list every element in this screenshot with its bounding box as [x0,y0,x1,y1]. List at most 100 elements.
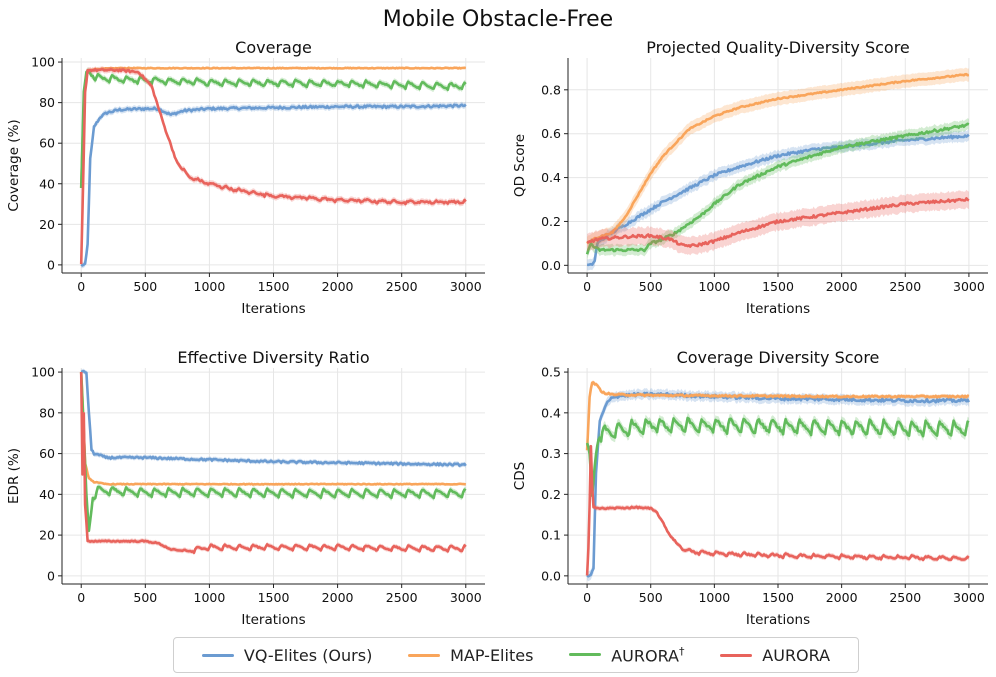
series-line-map-elites [586,72,970,245]
legend: VQ-Elites (Ours) MAP-Elites AURORA† AURO… [173,637,859,673]
subplot-title: Effective Diversity Ratio [177,348,369,367]
y-tick-label: 0.2 [541,214,561,229]
x-tick-label: 2000 [322,279,354,294]
x-tick-label: 1500 [258,279,290,294]
x-tick-label: 1000 [698,590,730,605]
x-tick-label: 500 [639,590,663,605]
subplot-edr: 0 500 1000 1500 2000 2500 3000 0 20 40 60 80 100 Effe… [6,348,485,628]
x-tick-label: 2500 [386,279,418,294]
subplot-cds: 0 500 1000 1500 2000 2500 3000 0.0 0.1 0.2 0.3 0.4 0… [512,348,988,628]
series-line-aurora [585,444,970,576]
y-tick-label: 0.3 [541,446,561,461]
y-tick-label: 0.8 [541,82,561,97]
x-tick-label: 2500 [889,279,921,294]
y-axis-label: QD Score [512,134,528,197]
legend-item-vq-elites: VQ-Elites (Ours) [201,645,373,665]
figure-title: Mobile Obstacle-Free [383,7,613,32]
x-tick-label: 2500 [386,590,418,605]
x-tick-label: 0 [583,590,591,605]
x-tick-label: 3000 [450,590,482,605]
y-tick-label: 40 [39,176,55,191]
y-tick-label: 0.2 [541,487,561,502]
series-line-map-elites [585,381,970,451]
band-map-elites [587,380,969,453]
x-tick-label: 500 [133,590,157,605]
legend-item-aurora: AURORA [720,646,830,665]
series-line-vq-elites-ours [80,103,467,267]
x-tick-label: 2000 [826,590,858,605]
series-line-map-elites [79,371,467,486]
x-tick-label: 1500 [258,590,290,605]
series-line-aurora [79,67,467,265]
subplot-qd-score: 0 500 1000 1500 2000 2500 3000 0.0 0.2 0.4 0.6 0.8 P… [512,38,988,317]
legend-label: VQ-Elites (Ours) [243,645,373,665]
x-tick-label: 500 [639,279,663,294]
x-tick-label: 1000 [194,279,226,294]
legend-item-map-elites: MAP-Elites [408,646,533,665]
y-tick-label: 60 [39,136,55,151]
y-tick-label: 0 [47,257,55,272]
legend-swatch [720,653,753,657]
legend-label: MAP-Elites [450,645,534,665]
band-map-elites [587,67,969,251]
x-axis-label: Iterations [746,301,810,317]
legend-item-aurora-dagger: AURORA† [569,645,684,665]
band-aurora [587,118,969,260]
y-tick-label: 0.0 [541,568,561,583]
series-line-vq-elites-ours [80,369,467,467]
y-tick-label: 0.6 [541,126,561,141]
x-tick-label: 3000 [953,590,985,605]
y-tick-label: 60 [39,446,55,461]
series-line-aurora [585,416,970,498]
x-tick-label: 1000 [698,279,730,294]
y-tick-label: 100 [31,365,55,380]
series-line-vq-elites-ours [586,133,970,267]
x-tick-label: 3000 [450,279,482,294]
subplot-title: Coverage Diversity Score [677,348,880,367]
y-tick-label: 80 [39,405,55,420]
series-line-aurora [585,122,970,255]
y-tick-label: 0 [47,568,55,583]
x-tick-label: 1500 [762,590,794,605]
y-tick-label: 20 [39,217,55,232]
x-tick-label: 0 [583,279,591,294]
series-line-aurora [79,372,467,533]
subplot-coverage: 0 500 1000 1500 2000 2500 3000 0 20 40 60 80 100 Cove… [6,38,485,317]
series-line-aurora [586,197,970,248]
x-axis-label: Iterations [746,612,810,628]
legend-label: AURORA† [611,644,685,666]
y-tick-label: 40 [39,487,55,502]
x-axis-label: Iterations [241,301,305,317]
y-tick-label: 100 [31,55,55,70]
x-tick-label: 1500 [762,279,794,294]
y-axis-label: Coverage (%) [6,119,22,211]
y-tick-label: 0.4 [541,405,561,420]
series-line-aurora [79,371,467,555]
y-tick-label: 0.5 [541,365,561,380]
legend-swatch [408,653,441,657]
x-tick-label: 500 [133,279,157,294]
legend-label: AURORA [762,645,831,665]
series-line-map-elites [79,66,466,188]
subplot-title: Coverage [235,38,312,57]
y-axis-label: EDR (%) [6,448,22,504]
y-tick-label: 0.0 [541,258,561,273]
y-tick-label: 0.1 [541,528,561,543]
y-axis-label: CDS [512,462,528,490]
y-tick-label: 0.4 [541,170,561,185]
legend-swatch [569,653,602,657]
y-tick-label: 80 [39,95,55,110]
x-tick-label: 2500 [889,590,921,605]
series-line-vq-elites-ours [586,391,971,578]
x-tick-label: 0 [77,279,85,294]
subplot-title: Projected Quality-Diversity Score [646,38,910,57]
x-tick-label: 1000 [194,590,226,605]
band-aurora [587,413,969,501]
legend-swatch [201,653,234,657]
y-tick-label: 20 [39,528,55,543]
x-axis-label: Iterations [241,612,305,628]
dagger-superscript: † [678,644,685,658]
x-tick-label: 0 [77,590,85,605]
x-tick-label: 3000 [953,279,985,294]
